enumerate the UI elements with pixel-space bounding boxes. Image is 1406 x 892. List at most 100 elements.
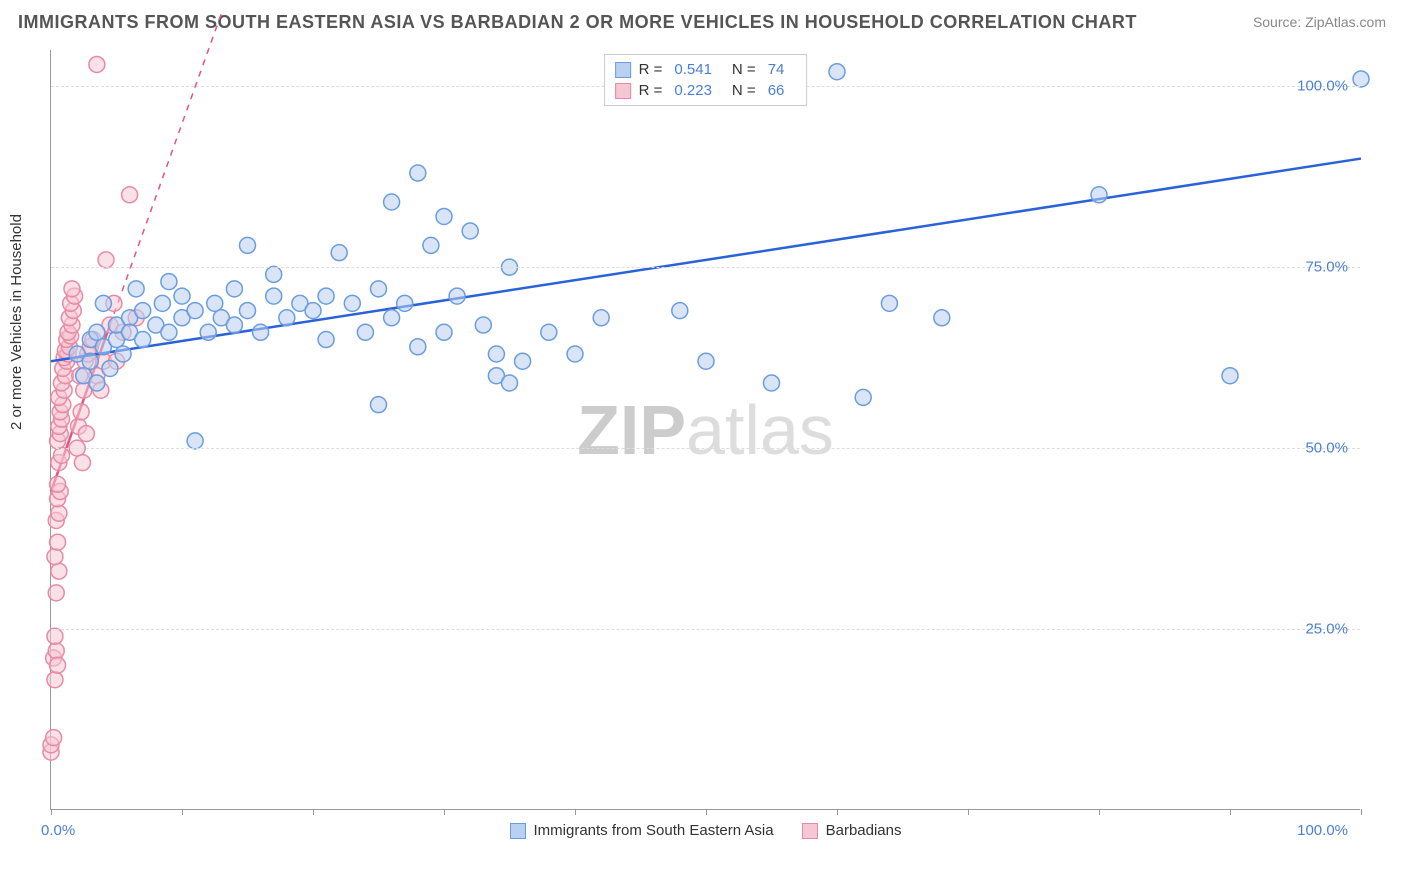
data-point-sea bbox=[449, 288, 465, 304]
legend-stats-row: R = 0.223 N = 66 bbox=[615, 80, 797, 101]
data-point-barb bbox=[74, 455, 90, 471]
data-point-sea bbox=[371, 281, 387, 297]
source-label: Source: ZipAtlas.com bbox=[1253, 14, 1386, 30]
data-point-sea bbox=[207, 295, 223, 311]
y-axis-label: 2 or more Vehicles in Household bbox=[8, 214, 25, 430]
data-point-barb bbox=[47, 628, 63, 644]
data-point-sea bbox=[502, 375, 518, 391]
data-point-barb bbox=[47, 549, 63, 565]
data-point-sea bbox=[266, 266, 282, 282]
data-point-sea bbox=[82, 353, 98, 369]
data-point-sea bbox=[102, 360, 118, 376]
chart-svg bbox=[51, 50, 1360, 809]
data-point-sea bbox=[397, 295, 413, 311]
chart-title: IMMIGRANTS FROM SOUTH EASTERN ASIA VS BA… bbox=[18, 12, 1137, 33]
legend-stats-row: R = 0.541 N = 74 bbox=[615, 59, 797, 80]
x-tick bbox=[1099, 809, 1100, 815]
legend-item-barb: Barbadians bbox=[802, 822, 902, 839]
legend-r-label: R = bbox=[639, 61, 663, 78]
x-tick bbox=[1361, 809, 1362, 815]
data-point-sea bbox=[1222, 368, 1238, 384]
x-axis-min-label: 0.0% bbox=[41, 822, 75, 839]
data-point-sea bbox=[475, 317, 491, 333]
data-point-barb bbox=[51, 563, 67, 579]
data-point-sea bbox=[154, 295, 170, 311]
data-point-sea bbox=[423, 237, 439, 253]
data-point-sea bbox=[161, 274, 177, 290]
x-axis-max-label: 100.0% bbox=[1297, 822, 1348, 839]
y-tick-label: 50.0% bbox=[1305, 440, 1348, 457]
data-point-barb bbox=[46, 730, 62, 746]
data-point-sea bbox=[266, 288, 282, 304]
data-point-sea bbox=[318, 288, 334, 304]
data-point-sea bbox=[881, 295, 897, 311]
data-point-sea bbox=[934, 310, 950, 326]
data-point-sea bbox=[161, 324, 177, 340]
data-point-sea bbox=[174, 288, 190, 304]
data-point-barb bbox=[48, 585, 64, 601]
data-point-barb bbox=[50, 476, 66, 492]
plot-area: ZIPatlas R = 0.541 N = 74 R = 0.223 N = … bbox=[50, 50, 1360, 810]
data-point-sea bbox=[371, 397, 387, 413]
legend-swatch-sea bbox=[510, 823, 526, 839]
data-point-sea bbox=[515, 353, 531, 369]
legend-n-value-barb: 66 bbox=[768, 82, 785, 99]
gridline-h bbox=[51, 629, 1360, 630]
legend-label-barb: Barbadians bbox=[826, 822, 902, 839]
y-tick-label: 25.0% bbox=[1305, 621, 1348, 638]
data-point-sea bbox=[672, 303, 688, 319]
data-point-sea bbox=[488, 346, 504, 362]
legend-swatch-sea bbox=[615, 62, 631, 78]
data-point-barb bbox=[53, 447, 69, 463]
data-point-sea bbox=[1353, 71, 1369, 87]
data-point-sea bbox=[226, 281, 242, 297]
data-point-sea bbox=[240, 303, 256, 319]
y-tick-label: 75.0% bbox=[1305, 259, 1348, 276]
data-point-sea bbox=[331, 245, 347, 261]
data-point-sea bbox=[95, 295, 111, 311]
data-point-sea bbox=[384, 310, 400, 326]
data-point-sea bbox=[462, 223, 478, 239]
data-point-sea bbox=[187, 433, 203, 449]
data-point-barb bbox=[78, 426, 94, 442]
data-point-sea bbox=[436, 208, 452, 224]
data-point-sea bbox=[344, 295, 360, 311]
legend-swatch-barb bbox=[615, 83, 631, 99]
x-tick bbox=[575, 809, 576, 815]
data-point-barb bbox=[64, 281, 80, 297]
legend-n-value-sea: 74 bbox=[768, 61, 785, 78]
data-point-sea bbox=[1091, 187, 1107, 203]
data-point-sea bbox=[226, 317, 242, 333]
data-point-barb bbox=[89, 56, 105, 72]
data-point-sea bbox=[593, 310, 609, 326]
data-point-barb bbox=[122, 187, 138, 203]
legend-r-label: R = bbox=[639, 82, 663, 99]
gridline-h bbox=[51, 448, 1360, 449]
x-tick bbox=[51, 809, 52, 815]
legend-item-sea: Immigrants from South Eastern Asia bbox=[510, 822, 774, 839]
data-point-sea bbox=[240, 237, 256, 253]
data-point-sea bbox=[410, 165, 426, 181]
data-point-sea bbox=[135, 303, 151, 319]
data-point-sea bbox=[253, 324, 269, 340]
legend-swatch-barb bbox=[802, 823, 818, 839]
data-point-sea bbox=[89, 375, 105, 391]
data-point-barb bbox=[50, 534, 66, 550]
y-tick-label: 100.0% bbox=[1297, 78, 1348, 95]
data-point-sea bbox=[305, 303, 321, 319]
data-point-sea bbox=[567, 346, 583, 362]
data-point-sea bbox=[89, 324, 105, 340]
data-point-sea bbox=[318, 332, 334, 348]
data-point-sea bbox=[829, 64, 845, 80]
data-point-sea bbox=[855, 389, 871, 405]
data-point-sea bbox=[436, 324, 452, 340]
data-point-sea bbox=[410, 339, 426, 355]
data-point-barb bbox=[73, 404, 89, 420]
data-point-sea bbox=[128, 281, 144, 297]
legend-stats: R = 0.541 N = 74 R = 0.223 N = 66 bbox=[604, 54, 808, 106]
legend-n-label: N = bbox=[732, 82, 756, 99]
data-point-barb bbox=[51, 505, 67, 521]
regression-line-sea bbox=[51, 159, 1361, 362]
data-point-sea bbox=[764, 375, 780, 391]
data-point-barb bbox=[50, 657, 66, 673]
